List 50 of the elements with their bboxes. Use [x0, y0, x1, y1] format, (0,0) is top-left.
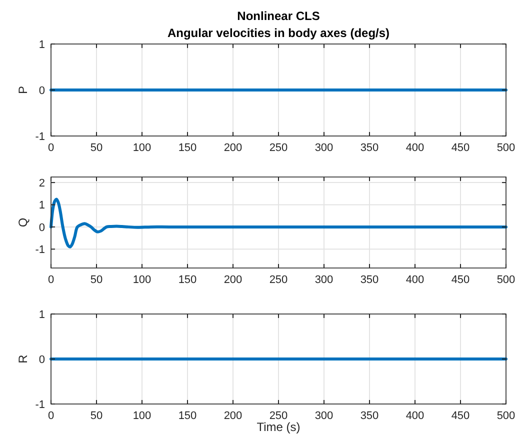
- x-tick-label: 50: [90, 142, 103, 154]
- x-axis-title: Time (s): [256, 420, 300, 434]
- x-tick-label: 50: [90, 274, 103, 286]
- line-series: [50, 198, 508, 248]
- x-tick-label: 300: [314, 274, 334, 286]
- x-tick-label: 450: [451, 410, 470, 422]
- x-tick-label: 250: [269, 274, 288, 286]
- x-tick-label: 450: [451, 142, 470, 154]
- y-axis-title: P: [16, 86, 30, 94]
- y-axis-title: R: [16, 354, 30, 364]
- y-tick-label: 2: [38, 177, 45, 190]
- y-tick-label: 0: [38, 222, 45, 234]
- x-tick-label: 500: [496, 142, 516, 154]
- x-tick-label: 150: [178, 274, 197, 286]
- x-tick-label: 200: [224, 274, 242, 286]
- x-tick-label: 100: [132, 142, 152, 154]
- x-tick-label: 250: [269, 142, 288, 154]
- y-tick-label: -1: [35, 398, 45, 411]
- x-tick-label: 400: [406, 410, 424, 422]
- y-tick-label: 1: [38, 200, 45, 212]
- x-tick-label: 50: [90, 410, 103, 422]
- x-tick-label: 0: [48, 410, 54, 422]
- x-tick-label: 100: [132, 274, 152, 286]
- x-tick-label: 400: [406, 274, 424, 286]
- x-tick-label: 500: [496, 410, 516, 422]
- x-tick-label: 400: [406, 142, 424, 154]
- x-tick-label: 100: [132, 410, 152, 422]
- x-tick-label: 350: [360, 142, 379, 154]
- y-tick-label: 1: [38, 38, 45, 51]
- y-tick-label: -1: [35, 130, 45, 143]
- x-tick-label: 250: [269, 410, 288, 422]
- x-tick-label: 200: [224, 410, 242, 422]
- x-tick-label: 500: [496, 274, 516, 286]
- x-tick-label: 450: [451, 274, 470, 286]
- y-tick-label: 1: [38, 308, 45, 321]
- x-tick-label: 300: [314, 410, 334, 422]
- x-tick-label: 350: [360, 274, 379, 286]
- x-tick-label: 200: [224, 142, 242, 154]
- y-tick-label: 0: [38, 354, 45, 366]
- chart-title: Nonlinear CLS: [237, 9, 320, 23]
- x-tick-label: 300: [314, 142, 334, 154]
- x-tick-label: 350: [360, 410, 379, 422]
- x-tick-label: 0: [48, 274, 54, 286]
- y-tick-label: 0: [38, 84, 45, 97]
- y-tick-label: -1: [35, 244, 45, 256]
- x-tick-label: 150: [178, 410, 197, 422]
- chart-subtitle: Angular velocities in body axes (deg/s): [167, 26, 390, 40]
- x-tick-label: 0: [48, 142, 54, 154]
- y-axis-title: Q: [16, 218, 30, 228]
- x-tick-label: 150: [178, 142, 197, 154]
